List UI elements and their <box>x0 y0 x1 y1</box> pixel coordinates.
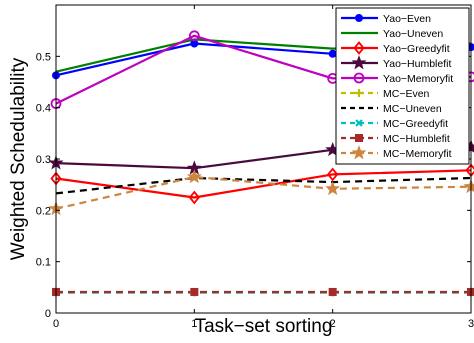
data-point <box>464 180 474 193</box>
legend-entry-label: MC−Humblefit <box>383 133 450 145</box>
y-axis-label: Weighted Schedulability <box>8 57 29 260</box>
legend-marker <box>356 135 363 142</box>
legend-marker <box>356 15 363 22</box>
data-point <box>326 182 339 195</box>
legend-entry-label: Yao−Even <box>383 13 431 25</box>
legend-entry-label: MC−Greedyfit <box>383 118 448 130</box>
legend-entry-label: Yao−Uneven <box>383 28 443 40</box>
legend: Yao−Even Yao−Uneven Yao−Greedyfit Yao−Humbl… <box>336 8 469 164</box>
legend-entry-label: Yao−Greedyfit <box>383 43 450 55</box>
y-tick-label: 0.3 <box>36 154 51 166</box>
legend-entry-label: MC−Uneven <box>383 103 442 115</box>
data-point <box>329 50 336 57</box>
x-tick-label: 0 <box>53 318 59 330</box>
x-tick-label: 3 <box>468 318 474 330</box>
y-tick-label: 0.4 <box>36 103 51 115</box>
data-point <box>329 288 336 295</box>
legend-entry-label: MC−Even <box>383 88 430 100</box>
series-line-9 <box>56 177 471 209</box>
legend-entry-label: Yao−Humblefit <box>383 58 451 70</box>
data-point <box>188 170 201 183</box>
legend-entry-label: Yao−Memoryfit <box>383 73 453 85</box>
data-point <box>191 288 198 295</box>
legend-entry-label: MC−Memoryfit <box>383 148 452 160</box>
y-tick-label: 0.5 <box>36 51 51 63</box>
y-tick-label: 0.1 <box>36 257 51 269</box>
y-tick-label: 0 <box>45 308 51 320</box>
x-axis-label: Task−set sorting <box>195 316 333 337</box>
y-tick-label: 0.2 <box>36 205 51 217</box>
